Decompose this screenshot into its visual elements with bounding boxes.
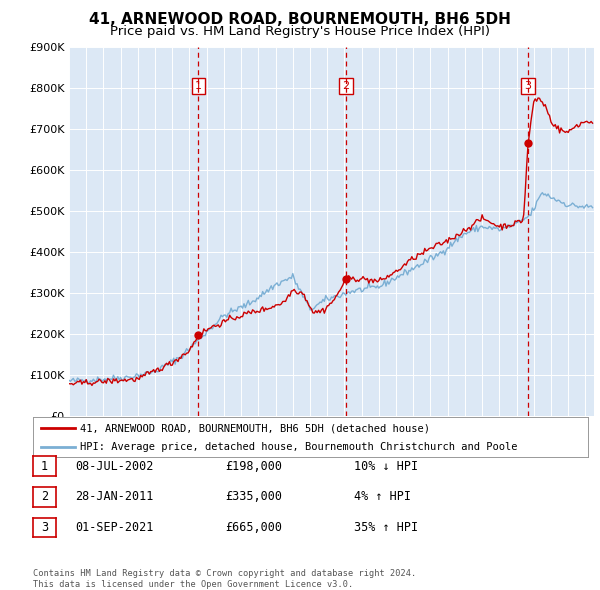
Text: 3: 3 xyxy=(524,81,532,91)
Text: 2: 2 xyxy=(342,81,349,91)
Text: £335,000: £335,000 xyxy=(225,490,282,503)
Text: 4% ↑ HPI: 4% ↑ HPI xyxy=(354,490,411,503)
Text: 10% ↓ HPI: 10% ↓ HPI xyxy=(354,460,418,473)
Text: 3: 3 xyxy=(41,521,48,534)
Text: £665,000: £665,000 xyxy=(225,521,282,534)
Text: 01-SEP-2021: 01-SEP-2021 xyxy=(75,521,154,534)
Text: 41, ARNEWOOD ROAD, BOURNEMOUTH, BH6 5DH: 41, ARNEWOOD ROAD, BOURNEMOUTH, BH6 5DH xyxy=(89,12,511,27)
Text: 1: 1 xyxy=(195,81,202,91)
Text: 28-JAN-2011: 28-JAN-2011 xyxy=(75,490,154,503)
Text: 41, ARNEWOOD ROAD, BOURNEMOUTH, BH6 5DH (detached house): 41, ARNEWOOD ROAD, BOURNEMOUTH, BH6 5DH … xyxy=(80,424,430,434)
Text: 2: 2 xyxy=(41,490,48,503)
Text: 35% ↑ HPI: 35% ↑ HPI xyxy=(354,521,418,534)
Text: 08-JUL-2002: 08-JUL-2002 xyxy=(75,460,154,473)
Text: HPI: Average price, detached house, Bournemouth Christchurch and Poole: HPI: Average price, detached house, Bour… xyxy=(80,442,518,452)
Text: £198,000: £198,000 xyxy=(225,460,282,473)
Text: Price paid vs. HM Land Registry's House Price Index (HPI): Price paid vs. HM Land Registry's House … xyxy=(110,25,490,38)
Text: Contains HM Land Registry data © Crown copyright and database right 2024.
This d: Contains HM Land Registry data © Crown c… xyxy=(33,569,416,589)
Text: 1: 1 xyxy=(41,460,48,473)
